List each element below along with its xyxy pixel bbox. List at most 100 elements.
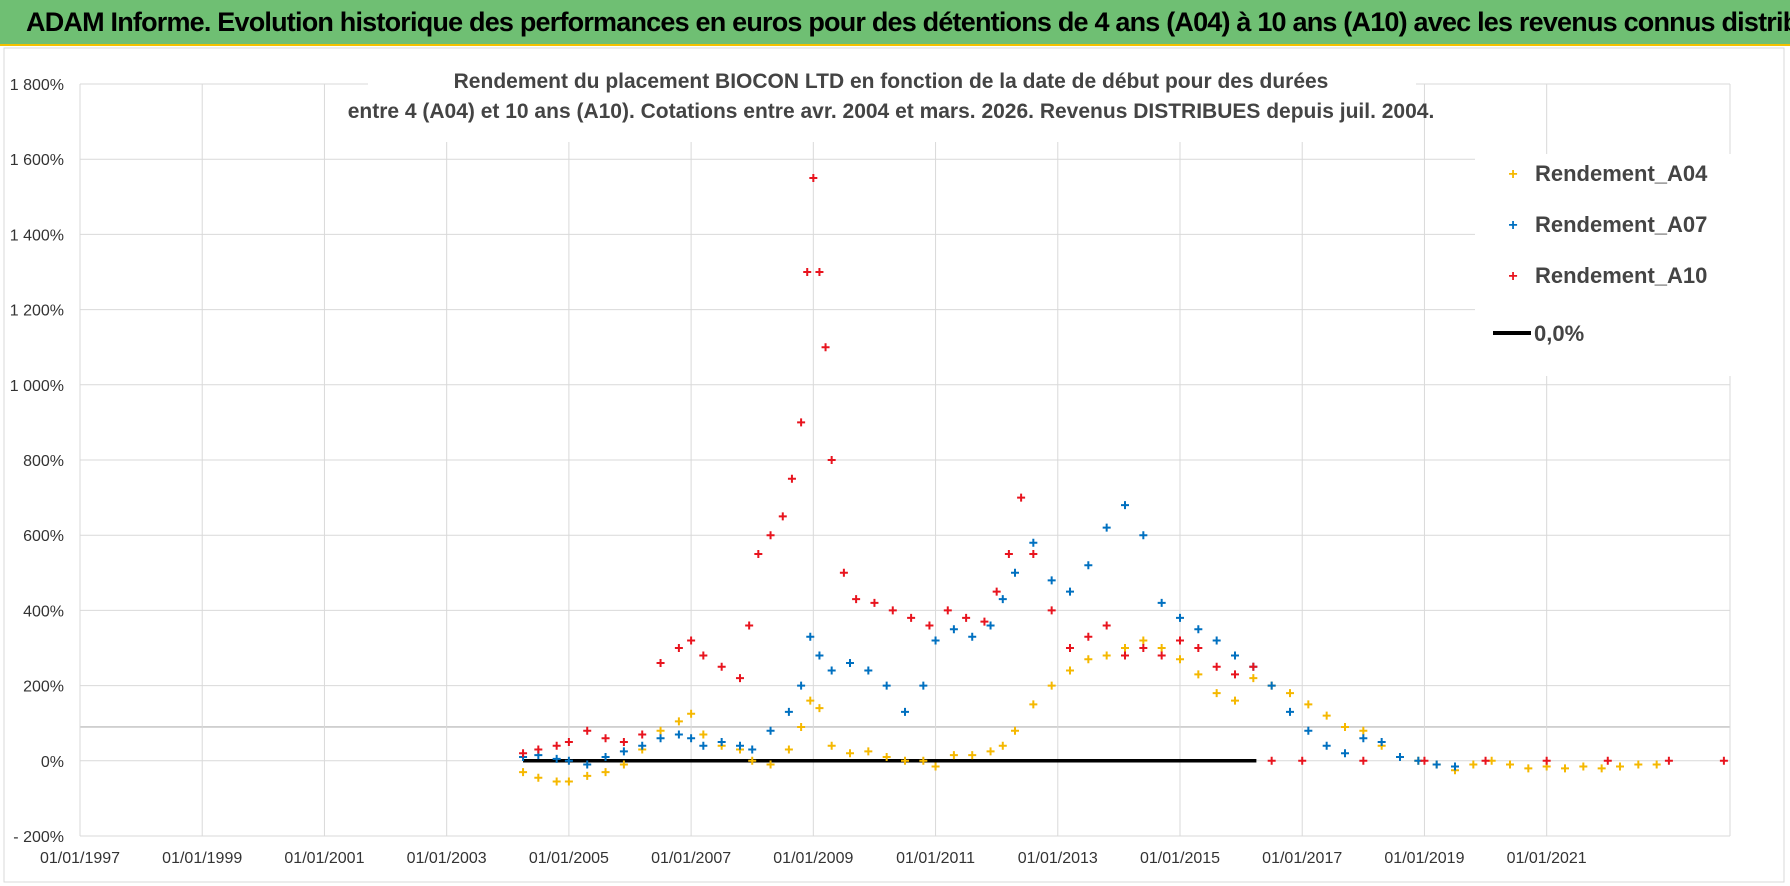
data-point	[1719, 756, 1728, 765]
data-point	[962, 613, 971, 622]
data-point	[1377, 738, 1386, 746]
data-point	[564, 738, 573, 746]
y-tick-label: 1 200%	[10, 303, 64, 320]
chart: 1 800% 1 600% 1 400% 1 200% 1 000% 800% 600% 40…	[3, 47, 1785, 883]
data-point	[687, 709, 696, 718]
y-tick-label: 0%	[41, 754, 64, 771]
legend-label-a04: Rendement_A04	[1535, 161, 1708, 186]
data-point	[882, 681, 891, 690]
data-point	[1286, 707, 1294, 716]
chart-title-line1: Rendement du placement BIOCON LTD en fon…	[454, 70, 1329, 93]
data-point	[1322, 741, 1331, 750]
data-point	[1579, 762, 1588, 771]
data-point	[806, 696, 815, 705]
legend-item-a07: + Rendement_A07	[1508, 212, 1707, 237]
data-point	[864, 666, 873, 675]
data-point	[1286, 689, 1294, 698]
data-point	[1102, 651, 1111, 660]
data-point	[699, 741, 708, 750]
data-point	[766, 760, 775, 769]
data-point	[1121, 501, 1129, 510]
x-tick-label: 01/01/2013	[1018, 850, 1098, 867]
data-point	[907, 613, 916, 622]
data-point	[748, 756, 757, 765]
data-point	[931, 762, 940, 771]
data-point	[564, 756, 573, 765]
x-tick-label: 01/01/2021	[1507, 850, 1587, 867]
data-point	[748, 745, 757, 754]
data-point	[870, 598, 879, 607]
data-point	[1047, 576, 1056, 585]
data-point	[1481, 756, 1490, 765]
data-point	[1359, 756, 1368, 765]
x-tick-label: 01/01/2017	[1262, 850, 1342, 867]
data-point	[1102, 621, 1111, 630]
data-point	[1066, 644, 1074, 652]
data-point	[638, 741, 647, 750]
y-axis-ticks: 1 800% 1 600% 1 400% 1 200% 1 000% 800% 600% 40…	[10, 77, 64, 846]
data-point	[1212, 636, 1221, 645]
data-point	[1298, 756, 1307, 765]
data-point	[1194, 625, 1203, 634]
legend-item-a10: + Rendement_A10	[1508, 263, 1707, 288]
data-point	[827, 741, 836, 750]
data-point	[1359, 726, 1368, 735]
banner-title: ADAM Informe. Evolution historique des p…	[26, 7, 1790, 37]
data-point	[583, 771, 592, 780]
data-point	[797, 418, 806, 427]
data-point	[619, 747, 628, 756]
data-point	[1249, 662, 1258, 671]
data-point	[736, 674, 744, 683]
data-point	[797, 681, 806, 690]
data-point	[1194, 644, 1203, 652]
data-point	[601, 734, 610, 743]
data-point	[656, 734, 665, 743]
data-point	[901, 707, 909, 716]
x-tick-label: 01/01/2001	[284, 850, 364, 867]
x-tick-label: 01/01/2007	[651, 850, 731, 867]
legend-item-zero: 0,0%	[1493, 321, 1584, 346]
data-point	[1652, 760, 1661, 769]
data-point	[1597, 764, 1606, 773]
title-background	[368, 62, 1416, 142]
y-tick-label: 1 000%	[10, 378, 64, 395]
data-point	[1524, 764, 1533, 773]
data-point	[534, 745, 543, 754]
data-point	[1469, 760, 1478, 769]
data-point	[687, 636, 696, 645]
data-point	[766, 726, 775, 735]
data-point	[583, 760, 592, 769]
data-point	[1561, 764, 1569, 773]
data-point	[519, 768, 528, 777]
data-point	[1011, 726, 1019, 735]
x-tick-label: 01/01/1999	[162, 850, 242, 867]
data-point	[699, 651, 708, 660]
data-point	[656, 726, 665, 735]
data-point	[552, 741, 561, 750]
y-tick-label: 1 800%	[10, 77, 64, 94]
y-tick-label: 200%	[23, 679, 64, 696]
data-point	[821, 343, 830, 352]
data-point	[1664, 756, 1673, 765]
data-point	[778, 512, 787, 521]
data-point	[827, 666, 836, 675]
data-point	[968, 751, 977, 760]
data-point	[1139, 636, 1148, 645]
legend-label-a07: Rendement_A07	[1535, 212, 1707, 237]
data-point	[1341, 749, 1349, 758]
data-point	[674, 717, 683, 726]
y-tick-label: 800%	[23, 453, 64, 470]
data-point	[864, 747, 873, 756]
data-point	[968, 632, 977, 641]
series-rendement-a07	[519, 501, 1459, 771]
data-point	[1066, 666, 1074, 675]
legend-marker-a07: +	[1508, 217, 1517, 234]
data-point	[1267, 756, 1276, 765]
data-point	[1616, 762, 1624, 771]
data-point	[815, 704, 824, 713]
data-point	[1047, 681, 1056, 690]
data-point	[815, 651, 824, 660]
data-point	[601, 768, 610, 777]
data-point	[1542, 756, 1551, 765]
data-point	[1212, 689, 1221, 698]
